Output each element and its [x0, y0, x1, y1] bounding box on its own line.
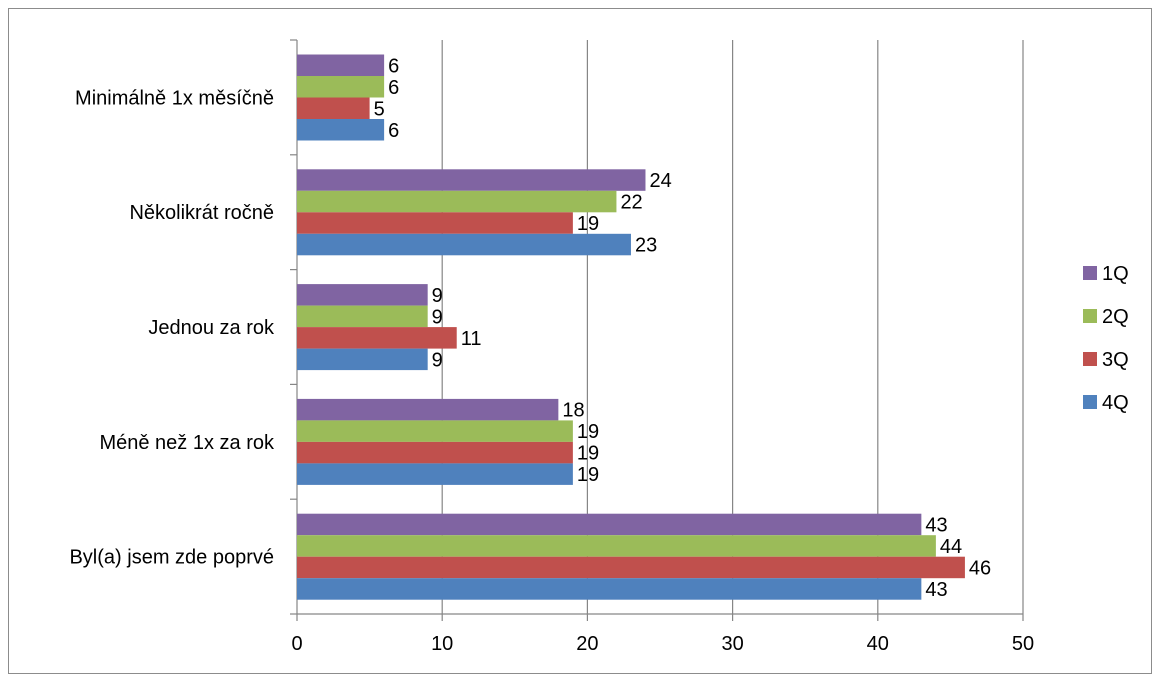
category-label: Několikrát ročně — [129, 202, 274, 224]
data-label-1Q-2: 9 — [432, 285, 443, 307]
data-label-2Q-3: 19 — [577, 421, 599, 443]
bar-1Q-1 — [297, 169, 646, 191]
bar-3Q-1 — [297, 212, 573, 234]
data-label-2Q-1: 22 — [620, 192, 642, 214]
category-label: Jednou za rok — [148, 317, 275, 339]
data-label-1Q-4: 43 — [925, 514, 947, 536]
data-label-3Q-1: 19 — [577, 213, 599, 235]
bar-3Q-4 — [297, 556, 965, 579]
legend-label-3Q: 3Q — [1102, 349, 1129, 371]
bar-3Q-3 — [297, 441, 573, 464]
legend-swatch-1Q — [1083, 266, 1097, 280]
bar-4Q-2 — [297, 348, 428, 371]
data-label-4Q-3: 19 — [577, 464, 599, 486]
legend-swatch-4Q — [1083, 395, 1097, 409]
legend-label-1Q: 1Q — [1102, 263, 1129, 285]
bar-2Q-3 — [297, 420, 573, 442]
data-label-4Q-4: 43 — [925, 579, 947, 601]
bar-2Q-1 — [297, 190, 617, 213]
data-label-2Q-2: 9 — [432, 306, 443, 328]
x-tick-label-20: 20 — [576, 633, 598, 655]
bar-4Q-3 — [297, 463, 573, 485]
data-label-3Q-3: 19 — [577, 443, 599, 465]
bar-1Q-2 — [297, 284, 428, 306]
x-tick-label-40: 40 — [867, 633, 889, 655]
category-label: Méně než 1x za rok — [99, 432, 275, 454]
bar-2Q-0 — [297, 76, 385, 98]
data-label-4Q-1: 23 — [635, 235, 657, 257]
x-tick-label-0: 0 — [291, 633, 302, 655]
category-label: Minimálně 1x měsíčně — [75, 87, 274, 109]
data-label-4Q-2: 9 — [432, 349, 443, 371]
data-label-1Q-3: 18 — [562, 400, 584, 422]
legend-label-4Q: 4Q — [1102, 392, 1129, 414]
data-label-1Q-1: 24 — [649, 170, 671, 192]
data-label-2Q-4: 44 — [940, 536, 962, 558]
bar-4Q-0 — [297, 119, 385, 141]
data-label-3Q-0: 5 — [374, 98, 385, 120]
x-tick-label-50: 50 — [1012, 633, 1034, 655]
bar-1Q-4 — [297, 513, 922, 536]
bar-2Q-4 — [297, 535, 936, 557]
bar-4Q-4 — [297, 578, 922, 600]
x-tick-label-30: 30 — [721, 633, 743, 655]
bar-2Q-2 — [297, 305, 428, 328]
bar-1Q-0 — [297, 54, 385, 76]
data-label-4Q-0: 6 — [388, 120, 399, 142]
legend-swatch-3Q — [1083, 352, 1097, 366]
x-tick-label-10: 10 — [431, 633, 453, 655]
data-label-3Q-2: 11 — [461, 328, 482, 350]
bar-1Q-3 — [297, 398, 559, 421]
legend-swatch-2Q — [1083, 309, 1097, 323]
data-label-2Q-0: 6 — [388, 77, 399, 99]
category-label: Byl(a) jsem zde poprvé — [69, 547, 274, 569]
data-label-3Q-4: 46 — [969, 557, 991, 579]
data-label-1Q-0: 6 — [388, 55, 399, 77]
bar-3Q-0 — [297, 97, 370, 119]
bar-3Q-2 — [297, 327, 457, 349]
bar-4Q-1 — [297, 233, 631, 256]
legend-label-2Q: 2Q — [1102, 306, 1129, 328]
